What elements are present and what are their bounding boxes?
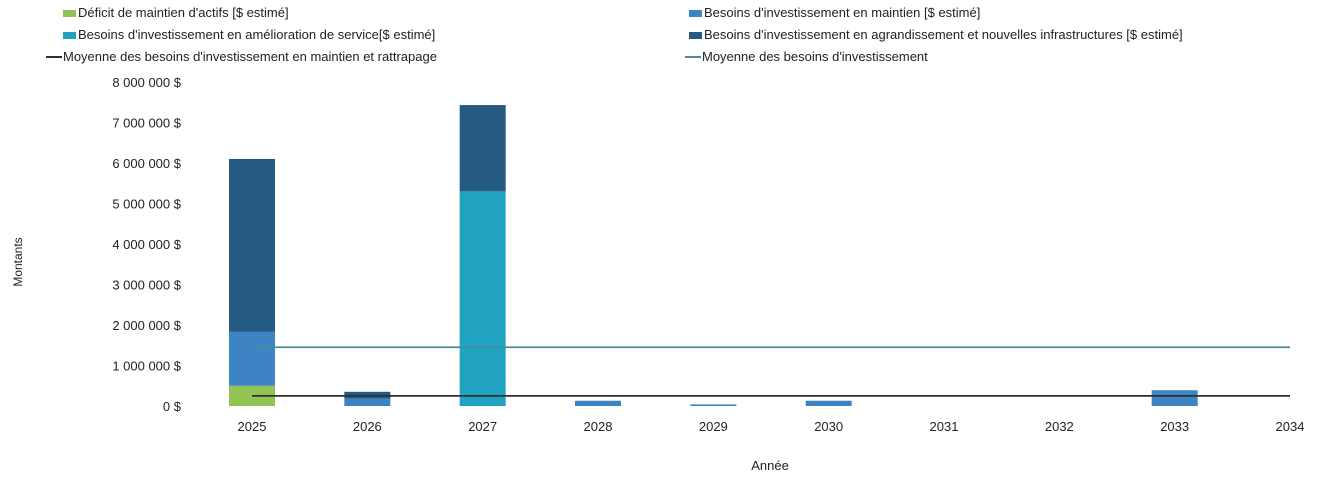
legend-swatch-deficit [63,9,76,17]
legend-label-deficit: Déficit de maintien d'actifs [$ estimé] [78,5,289,20]
bar-segment [229,331,275,386]
x-tick-label: 2025 [238,419,267,434]
bars [229,105,1198,406]
y-axis-ticks: 0 $ 1 000 000 $ 2 000 000 $ 3 000 000 $ 4 00… [112,75,181,414]
legend-swatch-moyenne-maintien [46,56,62,58]
legend-item-amelioration: Besoins d'investissement en amélioration… [63,27,435,43]
x-axis-label: Année [751,458,789,473]
y-tick-label: 7 000 000 $ [112,116,181,131]
y-tick-label: 2 000 000 $ [112,318,181,333]
legend-label-moyenne-maintien: Moyenne des besoins d'investissement en … [63,49,437,64]
bar-segment [459,105,506,192]
legend-swatch-moyenne [685,56,701,58]
x-tick-label: 2034 [1276,419,1305,434]
x-axis-ticks: 2025 2026 2027 2028 2029 2030 2031 2032 2033 2034 [238,419,1305,434]
bar-segment [344,398,391,406]
bar-segment [1151,390,1198,406]
legend-item-moyenne-maintien: Moyenne des besoins d'investissement en … [46,49,437,65]
y-tick-label: 3 000 000 $ [112,278,181,293]
legend-swatch-agrandissement [689,31,702,39]
y-tick-label: 0 $ [163,399,182,414]
x-tick-label: 2029 [699,419,728,434]
bar-segment [575,400,621,406]
bar-segment [805,400,852,406]
y-tick-label: 6 000 000 $ [112,156,181,171]
y-tick-label: 8 000 000 $ [112,75,181,90]
x-tick-label: 2033 [1160,419,1189,434]
bar-segment [690,404,737,406]
legend-swatch-amelioration [63,31,76,39]
x-tick-label: 2028 [584,419,613,434]
y-axis-label: Montants [11,237,25,286]
legend-swatch-maintien [689,9,702,17]
average-lines [252,346,1290,397]
legend-item-deficit: Déficit de maintien d'actifs [$ estimé] [63,5,289,21]
legend: Déficit de maintien d'actifs [$ estimé] … [0,5,1317,67]
legend-label-maintien: Besoins d'investissement en maintien [$ … [704,5,981,20]
x-tick-label: 2026 [353,419,382,434]
legend-item-moyenne: Moyenne des besoins d'investissement [685,49,928,65]
x-tick-label: 2030 [814,419,843,434]
y-tick-label: 5 000 000 $ [112,197,181,212]
legend-label-moyenne: Moyenne des besoins d'investissement [702,49,928,64]
y-tick-label: 4 000 000 $ [112,237,181,252]
legend-item-maintien: Besoins d'investissement en maintien [$ … [689,5,980,21]
x-tick-label: 2031 [930,419,959,434]
bar-segment [459,191,506,406]
x-tick-label: 2027 [468,419,497,434]
x-tick-label: 2032 [1045,419,1074,434]
legend-label-amelioration: Besoins d'investissement en amélioration… [78,27,436,42]
legend-label-agrandissement: Besoins d'investissement en agrandisseme… [704,27,1183,42]
legend-item-agrandissement: Besoins d'investissement en agrandisseme… [689,27,1183,43]
y-tick-label: 1 000 000 $ [112,359,181,374]
bar-segment [229,158,275,332]
